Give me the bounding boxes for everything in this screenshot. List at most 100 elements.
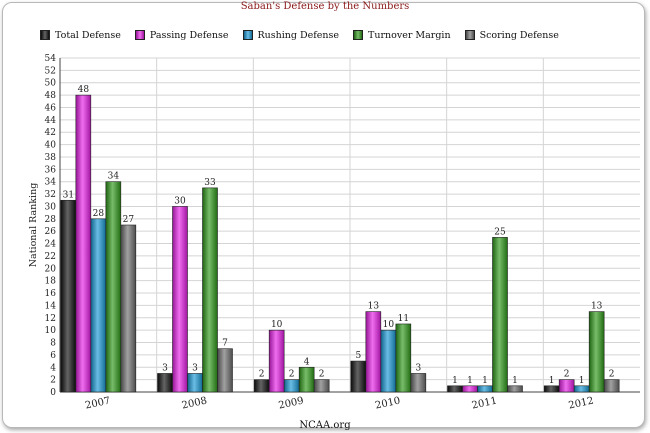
data-label: 3 [162, 363, 168, 373]
bar-turnover-margin-2009 [298, 366, 315, 393]
chart-title: Saban's Defense by the Numbers [240, 1, 410, 12]
data-label: 2 [564, 370, 570, 380]
legend-label: Total Defense [55, 29, 121, 41]
data-label: 2 [319, 370, 325, 380]
data-label: 2 [609, 370, 615, 380]
bar-passing-defense-2010 [365, 311, 382, 393]
data-label: 1 [579, 376, 585, 386]
bar-scoring-defense-2008 [217, 348, 233, 393]
bar-rushing-defense-2007 [90, 218, 107, 393]
chart-legend: Total Defense Passing Defense Rushing Defe… [40, 28, 559, 42]
legend-item-rushing-defense: Rushing Defense [242, 29, 340, 41]
bar-turnover-margin-2010 [395, 323, 412, 393]
data-label: 1 [512, 376, 518, 386]
bar-scoring-defense-2007 [120, 224, 137, 393]
y-tick-label: 52 [45, 66, 56, 76]
legend-label: Passing Defense [149, 29, 229, 41]
bar-turnover-margin-2012 [588, 311, 605, 393]
bar-turnover-margin-2007 [105, 181, 122, 393]
data-label: 13 [591, 302, 603, 312]
x-tick-label: 2012 [568, 396, 595, 412]
data-label: 30 [174, 196, 186, 206]
legend-item-total-defense: Total Defense [40, 30, 121, 41]
bar-rushing-defense-2009 [283, 379, 300, 393]
bar-passing-defense-2009 [268, 329, 285, 393]
y-tick-label: 22 [45, 252, 56, 262]
y-tick-label: 16 [45, 289, 57, 299]
data-label: 3 [415, 363, 421, 373]
y-tick-label: 12 [45, 314, 56, 324]
bar-rushing-defense-2011 [477, 385, 493, 393]
y-tick-label: 6 [50, 351, 56, 361]
bar-passing-defense-2012 [558, 379, 575, 393]
bar-passing-defense-2011 [462, 385, 478, 393]
y-tick-label: 46 [45, 103, 57, 113]
bar-total-defense-2008 [157, 373, 173, 393]
bar-turnover-margin-2011 [492, 237, 508, 393]
legend-swatch [242, 30, 253, 40]
bar-passing-defense-2008 [172, 206, 188, 393]
bar-total-defense-2007 [60, 199, 77, 393]
y-tick-label: 36 [45, 165, 57, 175]
data-label: 13 [368, 302, 380, 312]
y-tick-label: 0 [50, 388, 56, 398]
data-label: 48 [78, 85, 90, 95]
bar-rushing-defense-2010 [380, 329, 397, 393]
bar-scoring-defense-2011 [507, 385, 523, 393]
y-tick-label: 24 [45, 240, 57, 250]
y-tick-label: 28 [45, 215, 57, 225]
x-tick-label: 2011 [471, 396, 498, 412]
legend-label: Scoring Defense [479, 29, 559, 41]
y-tick-label: 40 [45, 141, 57, 151]
data-label: 10 [271, 320, 283, 330]
data-label: 3 [192, 363, 198, 373]
y-tick-label: 50 [45, 79, 57, 89]
data-label: 34 [108, 172, 120, 182]
data-label: 11 [398, 314, 409, 324]
bar-scoring-defense-2010 [410, 373, 427, 393]
data-label: 33 [204, 178, 216, 188]
y-tick-label: 18 [45, 277, 57, 287]
legend-item-turnover-margin: Turnover Margin [353, 30, 451, 41]
bar-total-defense-2011 [447, 385, 463, 393]
bar-passing-defense-2007 [75, 94, 92, 393]
bar-total-defense-2012 [543, 385, 560, 393]
data-label: 31 [63, 190, 74, 200]
x-tick-label: 2010 [374, 396, 401, 412]
y-tick-label: 8 [50, 339, 56, 349]
data-label: 1 [482, 376, 488, 386]
bar-rushing-defense-2012 [573, 385, 590, 393]
y-tick-label: 2 [50, 376, 56, 386]
bar-scoring-defense-2012 [603, 379, 620, 393]
legend-swatch [40, 30, 50, 40]
y-tick-label: 14 [45, 301, 57, 311]
x-tick-label: 2008 [181, 396, 208, 412]
data-label: 27 [123, 215, 135, 225]
data-label: 2 [289, 370, 295, 380]
y-axis-label: National Ranking [28, 183, 39, 268]
data-label: 2 [259, 370, 265, 380]
legend-label: Turnover Margin [368, 29, 451, 41]
y-tick-label: 34 [45, 178, 57, 188]
bar-scoring-defense-2009 [313, 379, 330, 393]
y-tick-label: 42 [45, 128, 56, 138]
y-tick-label: 20 [45, 264, 57, 274]
bar-rushing-defense-2008 [187, 373, 203, 393]
legend-swatch [353, 30, 364, 40]
data-label: 1 [467, 376, 473, 386]
data-label: 28 [93, 209, 105, 219]
y-tick-label: 4 [50, 363, 56, 373]
legend-label: Rushing Defense [257, 29, 340, 41]
y-tick-label: 38 [45, 153, 57, 163]
legend-item-passing-defense: Passing Defense [134, 29, 229, 41]
data-label: 5 [355, 351, 361, 361]
data-label: 7 [222, 339, 228, 349]
x-tick-label: 2007 [84, 396, 111, 412]
y-tick-label: 10 [45, 326, 57, 336]
y-tick-label: 48 [45, 91, 57, 101]
data-label: 4 [304, 357, 310, 367]
y-tick-label: 44 [45, 116, 57, 126]
data-label: 1 [549, 376, 555, 386]
bar-total-defense-2010 [350, 360, 367, 393]
